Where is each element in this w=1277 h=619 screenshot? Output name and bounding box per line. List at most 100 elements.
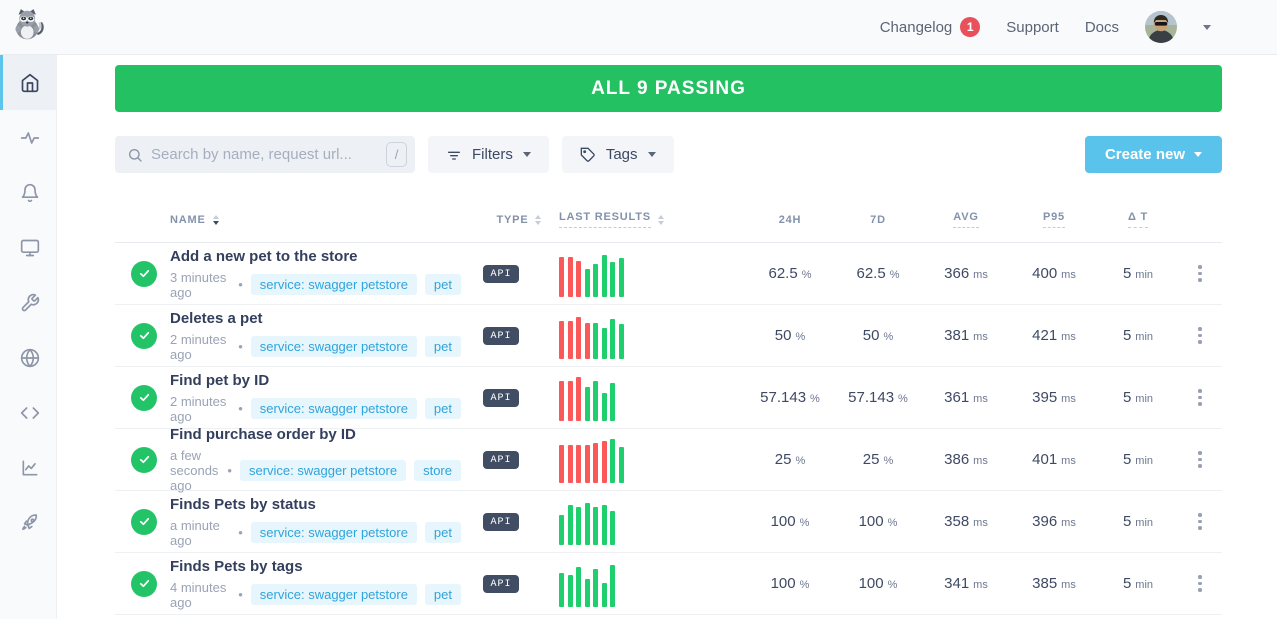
metric-unit: ms xyxy=(1061,269,1076,281)
avg-cell: 361 ms xyxy=(922,389,1010,406)
raccoon-logo-icon xyxy=(15,8,44,39)
metric-unit: % xyxy=(810,393,820,405)
sidebar-item-alerts[interactable] xyxy=(0,165,56,220)
metric-value: 421 xyxy=(1032,327,1058,344)
metric-unit: ms xyxy=(1061,393,1076,405)
results-bar-chart[interactable] xyxy=(559,499,746,545)
row-menu-button[interactable] xyxy=(1192,569,1208,598)
tag-pill[interactable]: pet xyxy=(424,522,461,543)
failed-result-bar xyxy=(584,444,590,483)
account-menu-toggle[interactable] xyxy=(1203,24,1211,30)
check-type-badge: API xyxy=(483,264,519,283)
top-navigation-bar: Changelog 1 Support Docs xyxy=(0,0,1277,55)
sidebar-item-snippets[interactable] xyxy=(0,385,56,440)
delta-t-cell: 5 min xyxy=(1098,327,1178,344)
check-row[interactable]: Add a new pet to the store 3 minutes ago… xyxy=(115,243,1222,305)
tag-pill[interactable]: service: swagger petstore xyxy=(250,336,417,357)
check-name[interactable]: Deletes a pet xyxy=(170,309,263,327)
tag-pill[interactable]: service: swagger petstore xyxy=(239,460,407,481)
row-menu-button[interactable] xyxy=(1192,321,1208,350)
tag-pill[interactable]: pet xyxy=(424,584,461,605)
failed-result-bar xyxy=(559,380,564,421)
failed-result-bar xyxy=(567,444,573,483)
type-column-header[interactable]: TYPE xyxy=(479,214,559,226)
7d-cell: 62.5% xyxy=(834,265,922,282)
search-box[interactable]: / xyxy=(115,136,415,173)
tag-pill[interactable]: service: swagger petstore xyxy=(250,522,417,543)
passed-result-bar xyxy=(559,572,564,607)
check-row[interactable]: Finds Pets by status a minute ago • serv… xyxy=(115,491,1222,553)
search-input[interactable] xyxy=(151,146,378,163)
row-menu-button[interactable] xyxy=(1192,259,1208,288)
check-row[interactable]: Finds Pets by tags 4 minutes ago • servi… xyxy=(115,553,1222,615)
tag-pill[interactable]: pet xyxy=(424,336,461,357)
sidebar-item-private-locations[interactable] xyxy=(0,330,56,385)
check-row[interactable]: Deletes a pet 2 minutes ago • service: s… xyxy=(115,305,1222,367)
check-row[interactable]: Find pet by ID 2 minutes ago • service: … xyxy=(115,367,1222,429)
status-cell xyxy=(115,508,170,535)
24h-cell: 25% xyxy=(746,451,834,468)
metric-value: 25 xyxy=(774,451,792,468)
avg-cell: 386 ms xyxy=(922,451,1010,468)
sidebar-item-quickstart[interactable] xyxy=(0,495,56,550)
avatar-photo xyxy=(1145,11,1177,43)
create-new-button[interactable]: Create new xyxy=(1084,136,1222,173)
type-cell: API xyxy=(461,326,541,345)
tag-pill[interactable]: service: swagger petstore xyxy=(250,398,417,419)
docs-link[interactable]: Docs xyxy=(1085,19,1119,36)
sidebar-item-analytics[interactable] xyxy=(0,440,56,495)
sidebar-navigation xyxy=(0,55,57,619)
passing-status-icon xyxy=(131,322,157,349)
results-cell xyxy=(541,375,746,421)
p95-cell: 385 ms xyxy=(1010,575,1098,592)
check-name[interactable]: Find pet by ID xyxy=(170,371,270,389)
tags-dropdown-button[interactable]: Tags xyxy=(561,136,674,173)
tag-pill[interactable]: service: swagger petstore xyxy=(250,584,417,605)
failed-result-bar xyxy=(559,256,564,297)
chevron-down-icon xyxy=(647,152,656,157)
check-tags: service: swagger petstore pet xyxy=(250,522,461,543)
check-row[interactable]: Find purchase order by ID a few seconds … xyxy=(115,426,1222,493)
name-column-header[interactable]: NAME xyxy=(170,214,479,226)
results-bar-chart[interactable] xyxy=(559,313,746,359)
tag-pill[interactable]: store xyxy=(414,460,461,481)
tag-pill[interactable]: pet xyxy=(424,274,461,295)
tag-pill[interactable]: pet xyxy=(424,398,461,419)
sidebar-item-activity[interactable] xyxy=(0,110,56,165)
separator-dot-icon: • xyxy=(238,339,243,354)
passed-result-bar xyxy=(610,510,615,545)
status-banner[interactable]: ALL 9 PASSING xyxy=(115,65,1222,112)
changelog-link[interactable]: Changelog 1 xyxy=(880,17,981,37)
sidebar-item-home[interactable] xyxy=(0,55,56,110)
tag-pill[interactable]: service: swagger petstore xyxy=(250,274,417,295)
filters-dropdown-button[interactable]: Filters xyxy=(428,136,549,173)
last-results-column-header[interactable]: LAST RESULTS xyxy=(541,211,746,228)
sidebar-item-dashboards[interactable] xyxy=(0,220,56,275)
passed-result-bar xyxy=(618,257,624,297)
user-avatar[interactable] xyxy=(1145,11,1177,43)
check-tags: service: swagger petstore pet xyxy=(250,274,461,295)
results-bar-chart[interactable] xyxy=(559,561,746,607)
results-bar-chart[interactable] xyxy=(559,437,746,483)
results-bar-chart[interactable] xyxy=(559,375,746,421)
row-menu-button[interactable] xyxy=(1192,507,1208,536)
last-results-header-label: LAST RESULTS xyxy=(559,211,651,228)
check-name[interactable]: Add a new pet to the store xyxy=(170,247,358,265)
app-logo[interactable] xyxy=(9,6,47,49)
check-name[interactable]: Finds Pets by status xyxy=(170,495,316,513)
metric-unit: % xyxy=(883,455,894,467)
sidebar-item-maintenance[interactable] xyxy=(0,275,56,330)
row-menu-button[interactable] xyxy=(1192,445,1208,474)
passed-result-bar xyxy=(593,506,598,545)
failed-result-bar xyxy=(559,320,564,359)
check-tags: service: swagger petstore store xyxy=(239,460,461,481)
sort-toggle[interactable] xyxy=(657,214,664,225)
sort-toggle[interactable] xyxy=(212,214,219,225)
support-link[interactable]: Support xyxy=(1006,19,1059,36)
check-name[interactable]: Find purchase order by ID xyxy=(170,426,356,443)
check-name[interactable]: Finds Pets by tags xyxy=(170,557,303,575)
separator-dot-icon: • xyxy=(227,463,232,478)
sort-toggle[interactable] xyxy=(535,214,542,225)
row-menu-button[interactable] xyxy=(1192,383,1208,412)
results-bar-chart[interactable] xyxy=(559,251,746,297)
